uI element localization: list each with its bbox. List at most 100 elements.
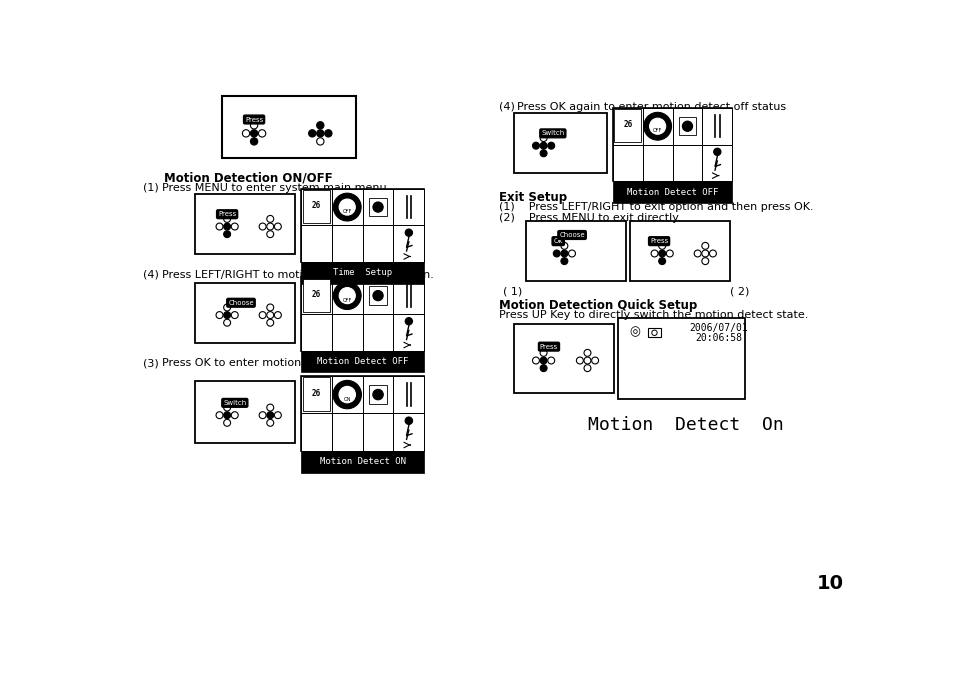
Circle shape	[694, 250, 700, 257]
Circle shape	[333, 193, 361, 221]
Text: 2006/07/01: 2006/07/01	[688, 323, 747, 333]
Circle shape	[267, 223, 274, 230]
Text: 20:06:58: 20:06:58	[694, 333, 741, 343]
Circle shape	[665, 250, 673, 257]
Text: Press OK to enter motion detect on status.: Press OK to enter motion detect on statu…	[161, 358, 398, 368]
Bar	[679, 117, 695, 136]
Circle shape	[274, 223, 281, 230]
Text: Motion Detection Quick Setup: Motion Detection Quick Setup	[498, 299, 697, 312]
Circle shape	[250, 122, 257, 129]
Circle shape	[576, 357, 582, 364]
Circle shape	[223, 419, 231, 427]
Circle shape	[560, 250, 567, 257]
Text: 26: 26	[312, 290, 321, 298]
Text: Choose: Choose	[558, 232, 584, 238]
Bar	[302, 190, 330, 223]
Circle shape	[539, 357, 546, 364]
Bar	[332, 413, 362, 451]
Bar	[301, 376, 424, 451]
Circle shape	[591, 357, 598, 364]
Circle shape	[242, 130, 250, 137]
Bar	[362, 225, 393, 262]
Text: ON: ON	[343, 397, 351, 402]
Circle shape	[267, 304, 274, 311]
Circle shape	[643, 112, 671, 140]
Circle shape	[215, 312, 223, 319]
Circle shape	[701, 258, 708, 265]
Bar	[301, 262, 424, 284]
Circle shape	[405, 417, 412, 425]
Circle shape	[681, 121, 692, 132]
Circle shape	[215, 412, 223, 418]
Bar	[672, 144, 701, 181]
Bar	[301, 225, 332, 262]
Circle shape	[658, 242, 665, 249]
Circle shape	[539, 142, 546, 149]
Circle shape	[316, 130, 324, 137]
Bar	[701, 144, 732, 181]
Circle shape	[267, 404, 274, 411]
Text: Press: Press	[218, 211, 236, 217]
Bar	[301, 277, 424, 350]
Circle shape	[223, 304, 231, 311]
Bar	[332, 314, 362, 350]
Text: Press: Press	[539, 344, 558, 350]
Bar	[642, 108, 672, 144]
Circle shape	[259, 223, 266, 230]
Bar	[614, 109, 640, 142]
Text: Exit Setup: Exit Setup	[498, 191, 566, 204]
Circle shape	[267, 231, 274, 238]
Bar	[612, 181, 732, 203]
Circle shape	[267, 412, 274, 418]
Bar	[302, 377, 330, 411]
Circle shape	[373, 290, 383, 301]
Text: 10: 10	[816, 574, 842, 593]
Circle shape	[223, 319, 231, 326]
Text: Press: Press	[649, 238, 667, 244]
Circle shape	[223, 231, 231, 238]
Circle shape	[547, 357, 554, 364]
Bar	[362, 189, 393, 225]
Bar	[612, 108, 642, 144]
Bar	[393, 314, 424, 350]
Text: 26: 26	[622, 120, 632, 129]
Circle shape	[267, 312, 274, 319]
Circle shape	[532, 142, 538, 149]
Circle shape	[713, 148, 720, 155]
Bar	[302, 279, 330, 312]
Circle shape	[324, 130, 332, 137]
Text: Press LEFT/RIGHT to motion detect on/off option.: Press LEFT/RIGHT to motion detect on/off…	[161, 269, 433, 279]
Circle shape	[373, 202, 383, 212]
Bar	[393, 277, 424, 314]
Circle shape	[560, 242, 567, 249]
Text: (1): (1)	[143, 183, 159, 192]
Bar	[393, 413, 424, 451]
Circle shape	[532, 357, 538, 364]
Circle shape	[267, 319, 274, 326]
Circle shape	[560, 258, 567, 265]
Circle shape	[553, 250, 559, 257]
Text: Press MENU to enter system main menu.: Press MENU to enter system main menu.	[161, 183, 390, 192]
Circle shape	[250, 130, 257, 137]
Circle shape	[650, 250, 658, 257]
Bar	[672, 108, 701, 144]
Bar	[618, 318, 744, 399]
Bar	[332, 277, 362, 314]
Text: Switch: Switch	[540, 130, 564, 136]
Bar	[332, 225, 362, 262]
Circle shape	[231, 412, 238, 418]
Bar	[301, 277, 332, 314]
Circle shape	[539, 134, 546, 142]
Text: Motion Detect OFF: Motion Detect OFF	[316, 357, 408, 366]
Bar	[301, 189, 332, 225]
Circle shape	[568, 250, 575, 257]
Bar	[362, 376, 393, 413]
Text: ( 2): ( 2)	[729, 287, 748, 296]
Text: 26: 26	[312, 389, 321, 398]
Bar	[221, 97, 356, 158]
Circle shape	[339, 288, 355, 304]
Text: Motion  Detect  On: Motion Detect On	[587, 416, 782, 434]
Bar	[369, 385, 386, 404]
Bar	[369, 198, 386, 216]
Circle shape	[583, 364, 590, 372]
